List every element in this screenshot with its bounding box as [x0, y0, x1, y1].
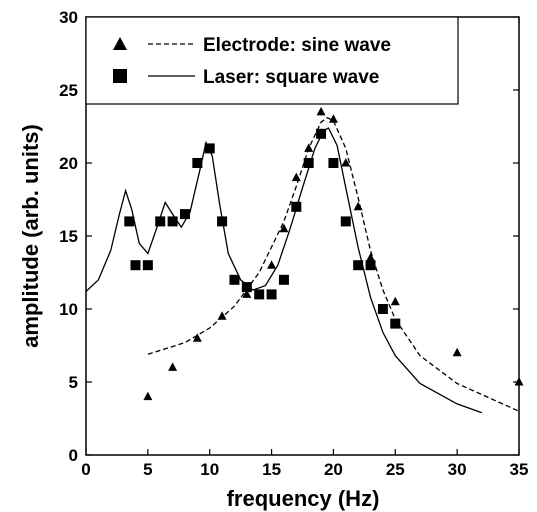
triangle-point — [267, 260, 277, 269]
x-tick-label: 25 — [386, 460, 405, 479]
triangle-point — [366, 252, 376, 262]
legend-box — [85, 16, 459, 105]
square-point — [254, 289, 265, 300]
y-tick-label: 20 — [59, 154, 78, 173]
square-point — [179, 209, 190, 220]
square-point — [353, 260, 364, 271]
y-tick-label: 0 — [69, 446, 78, 465]
x-axis-title: frequency (Hz) — [227, 486, 380, 511]
square-point — [204, 143, 215, 154]
y-axis-title: amplitude (arb. units) — [18, 124, 43, 348]
x-tick-label: 15 — [262, 460, 281, 479]
triangle-point — [192, 333, 202, 342]
triangle-point — [452, 347, 462, 357]
y-tick-label: 15 — [59, 227, 78, 246]
x-tick-label: 20 — [324, 460, 343, 479]
legend: Electrode: sine wave Laser: square wave — [85, 16, 459, 105]
square-point — [291, 201, 302, 212]
legend-label-laser: Laser: square wave — [203, 67, 379, 88]
triangle-point — [242, 289, 252, 298]
x-tick-label: 35 — [510, 460, 529, 479]
y-tick-label: 10 — [59, 300, 78, 319]
plot-area — [85, 106, 524, 414]
square-point — [229, 274, 240, 285]
square-point — [278, 274, 289, 285]
square-point — [266, 289, 277, 300]
square-point — [377, 304, 388, 314]
square-point — [155, 216, 166, 227]
triangle-point — [316, 106, 326, 116]
triangle-point — [291, 172, 301, 182]
x-tick-label: 0 — [81, 460, 90, 479]
square-point — [167, 216, 178, 227]
x-tick-label: 10 — [200, 460, 219, 479]
x-tick-label: 5 — [143, 460, 152, 479]
square-point — [142, 260, 153, 271]
triangle-point — [279, 223, 289, 233]
triangle-point — [168, 362, 178, 371]
y-tick-label: 5 — [69, 373, 78, 392]
legend-triangle-marker — [113, 37, 127, 50]
square-point — [328, 158, 339, 168]
square-point — [217, 216, 228, 227]
y-tick-label: 30 — [59, 8, 78, 27]
triangle-point — [143, 391, 153, 401]
triangle-point — [304, 143, 314, 152]
y-tick-label: 25 — [59, 81, 78, 100]
square-point — [390, 318, 401, 329]
legend-square-marker — [113, 69, 127, 83]
square-point — [192, 158, 203, 168]
triangle-point — [341, 158, 351, 167]
legend-label-electrode: Electrode: sine wave — [203, 35, 391, 56]
triangle-point — [217, 311, 227, 320]
triangle-point — [353, 201, 363, 211]
triangle-point — [328, 114, 338, 123]
square-point — [316, 128, 327, 139]
square-point — [130, 260, 141, 271]
x-tick-label: 30 — [448, 460, 467, 479]
triangle-point — [390, 296, 400, 306]
square-point — [340, 216, 351, 227]
square-point — [303, 158, 314, 168]
axes: 0 5 10 15 20 25 30 35 0 5 10 15 20 25 30 — [59, 8, 528, 479]
square-point — [241, 282, 252, 293]
square-point — [365, 260, 376, 271]
laser-fit-curve — [85, 127, 483, 414]
square-point — [124, 216, 135, 227]
